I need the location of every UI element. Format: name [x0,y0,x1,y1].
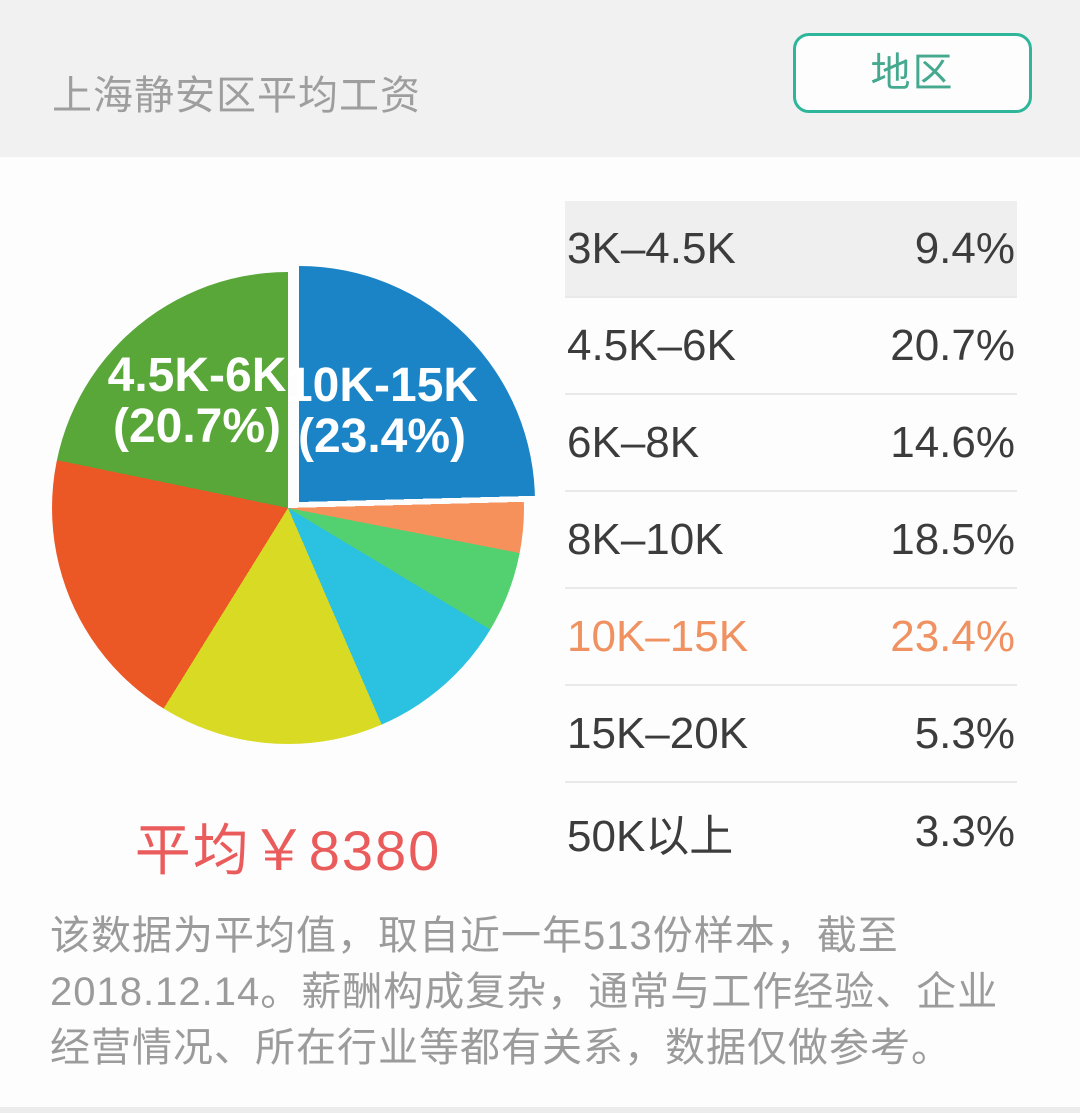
header: 上海静安区平均工资 地区 [0,0,1080,157]
salary-range-label: 10K–15K [567,611,749,661]
pie-label-4.5k-6k: 4.5K-6K (20.7%) [108,350,287,452]
pie-slice-10k-15k-exploded[interactable] [63,266,535,738]
pie-label-percent: (23.4%) [297,410,467,463]
table-row[interactable]: 15K–20K 5.3% [565,686,1017,783]
pie-label-10k-15k: 10K-15K (23.4%) [286,360,478,462]
bottom-divider [0,1107,1080,1113]
salary-percent-value: 3.3% [914,806,1015,856]
pie-label-range: 4.5K-6K [107,349,287,402]
salary-percent-value: 9.4% [914,223,1015,273]
salary-percent-value: 18.5% [890,514,1015,564]
salary-range-label: 8K–10K [567,514,724,564]
pie-label-percent: (20.7%) [112,400,282,453]
table-row[interactable]: 3K–4.5K 9.4% [565,201,1017,298]
data-disclaimer-note: 该数据为平均值，取自近一年513份样本，截至2018.12.14。薪酬构成复杂，… [50,914,999,1070]
salary-percent-value: 20.7% [890,320,1015,370]
table-row[interactable]: 50K以上 3.3% [565,783,1017,880]
average-salary-value: 平均￥8380 [134,819,442,882]
table-row[interactable]: 8K–10K 18.5% [565,492,1017,589]
page-title: 上海静安区平均工资 [52,74,421,118]
salary-percent-value: 5.3% [914,708,1015,758]
salary-percent-value: 14.6% [890,417,1015,467]
salary-range-label: 6K–8K [567,417,700,467]
pie-label-range: 10K-15K [285,359,479,412]
salary-range-label: 3K–4.5K [567,223,736,273]
salary-pie-chart[interactable]: 4.5K-6K (20.7%) 10K-15K (23.4%) [52,266,535,744]
salary-range-label: 50K以上 [567,811,734,861]
table-row[interactable]: 6K–8K 14.6% [565,395,1017,492]
salary-distribution-table: 3K–4.5K 9.4% 4.5K–6K 20.7% 6K–8K 14.6% 8… [565,201,1017,880]
salary-range-label: 15K–20K [567,708,749,758]
salary-range-label: 4.5K–6K [567,320,736,370]
table-row[interactable]: 10K–15K 23.4% [565,589,1017,686]
salary-percent-value: 23.4% [890,611,1015,661]
region-filter-button[interactable]: 地区 [793,33,1032,113]
table-row[interactable]: 4.5K–6K 20.7% [565,298,1017,395]
